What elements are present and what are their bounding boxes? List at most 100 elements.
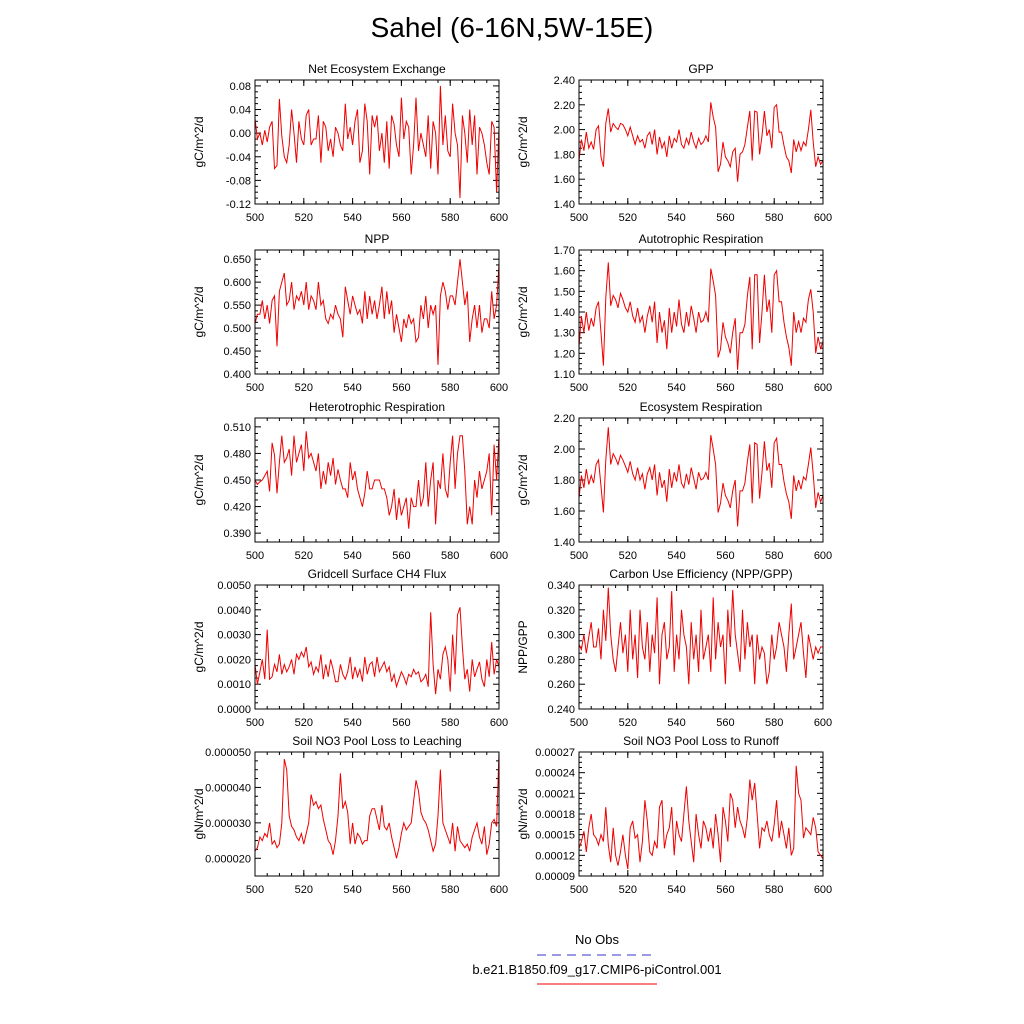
y-tick-label: 0.300 [547, 630, 575, 642]
y-tick-label: 0.240 [547, 704, 575, 716]
legend-label-model-run: b.e21.B1850.f09_g17.CMIP6-piControl.001 [472, 962, 722, 977]
y-tick-label: 1.10 [554, 369, 575, 381]
series-line [578, 587, 823, 685]
x-tick-label: 600 [490, 717, 508, 729]
y-axis-label: gC/m^2/d [192, 117, 206, 168]
x-tick-label: 540 [667, 717, 685, 729]
x-tick-label: 500 [246, 717, 264, 729]
y-tick-label: 0.0040 [217, 605, 251, 617]
panel-1: Net Ecosystem Exchange gC/m^2/d 500 520 540 5… [192, 62, 508, 224]
series-line [254, 607, 500, 695]
x-tick-label: 580 [441, 382, 459, 394]
x-tick-label: 560 [716, 884, 734, 896]
x-tick-label: 500 [246, 550, 264, 562]
x-tick-label: 500 [570, 382, 588, 394]
y-tick-label: 1.70 [554, 245, 575, 257]
y-tick-label: 2.20 [554, 100, 575, 112]
y-axis-label: gC/m^2/d [516, 455, 530, 506]
y-axis-label: gN/m^2/d [516, 789, 530, 840]
panel-title: Ecosystem Respiration [640, 400, 763, 414]
y-tick-label: 0.650 [223, 254, 251, 266]
x-tick-label: 520 [295, 550, 313, 562]
y-tick-label: 0.00018 [535, 809, 575, 821]
y-tick-label: 1.60 [554, 266, 575, 278]
legend-label-no-obs: No Obs [574, 932, 620, 947]
page-title: Sahel (6-16N,5W-15E) [370, 12, 654, 43]
y-tick-label: 0.480 [223, 448, 251, 460]
y-tick-label: 1.40 [554, 199, 575, 211]
x-tick-label: 500 [570, 212, 588, 224]
x-tick-label: 520 [295, 884, 313, 896]
x-tick-label: 600 [490, 212, 508, 224]
y-tick-label: 1.40 [554, 537, 575, 549]
panel-7: Gridcell Surface CH4 Flux gC/m^2/d 500 520 5… [192, 567, 508, 729]
panel-title: Autotrophic Respiration [639, 232, 764, 246]
x-tick-label: 520 [619, 550, 637, 562]
y-axis-label: NPP/GPP [516, 620, 530, 673]
y-axis-label: gC/m^2/d [192, 622, 206, 673]
y-tick-label: 0.390 [223, 528, 251, 540]
y-tick-label: -0.12 [226, 199, 251, 211]
x-tick-label: 520 [295, 212, 313, 224]
panel-4: Autotrophic Respiration gC/m^2/d 500 520 540… [516, 232, 832, 394]
x-tick-label: 560 [392, 717, 410, 729]
panel-9: Soil NO3 Pool Loss to Leaching gN/m^2/d 50… [192, 734, 508, 896]
panel-title: Gridcell Surface CH4 Flux [308, 567, 447, 581]
y-axis-label: gC/m^2/d [192, 455, 206, 506]
panel-title: Carbon Use Efficiency (NPP/GPP) [609, 567, 792, 581]
x-tick-label: 580 [765, 382, 783, 394]
x-tick-label: 580 [765, 884, 783, 896]
y-tick-label: 2.20 [554, 413, 575, 425]
x-tick-label: 580 [765, 550, 783, 562]
plot-frame [578, 584, 824, 710]
y-axis-label: gC/m^2/d [192, 287, 206, 338]
y-tick-label: 0.0000 [217, 704, 251, 716]
series-line [254, 431, 500, 529]
plot-frame [578, 751, 824, 877]
x-tick-label: 600 [490, 884, 508, 896]
y-tick-label: 0.450 [223, 475, 251, 487]
x-tick-label: 540 [667, 382, 685, 394]
x-tick-label: 560 [716, 382, 734, 394]
x-tick-label: 560 [716, 212, 734, 224]
x-tick-label: 540 [343, 382, 361, 394]
x-tick-label: 560 [392, 884, 410, 896]
y-tick-label: -0.08 [226, 175, 251, 187]
x-tick-label: 520 [295, 717, 313, 729]
y-tick-label: 1.60 [554, 506, 575, 518]
y-tick-label: 0.550 [223, 300, 251, 312]
x-tick-label: 500 [246, 382, 264, 394]
panel-5: Heterotrophic Respiration gC/m^2/d 500 520 5… [192, 400, 508, 562]
y-axis-label: gN/m^2/d [192, 789, 206, 840]
y-tick-label: 0.600 [223, 277, 251, 289]
y-tick-label: 0.400 [223, 369, 251, 381]
y-tick-label: 0.000040 [205, 782, 251, 794]
y-tick-label: 0.000020 [205, 853, 251, 865]
x-tick-label: 540 [343, 884, 361, 896]
panel-title: Soil NO3 Pool Loss to Leaching [292, 734, 461, 748]
y-tick-label: 2.40 [554, 75, 575, 87]
y-axis-label: gC/m^2/d [516, 287, 530, 338]
x-tick-label: 500 [246, 884, 264, 896]
y-tick-label: 0.280 [547, 654, 575, 666]
x-tick-label: 580 [441, 884, 459, 896]
x-tick-label: 580 [441, 717, 459, 729]
plot-frame [578, 79, 824, 205]
y-tick-label: 0.00015 [535, 830, 575, 842]
y-tick-label: 0.000050 [205, 747, 251, 759]
x-tick-label: 540 [667, 550, 685, 562]
panel-title: GPP [688, 62, 713, 76]
y-tick-label: 0.0030 [217, 630, 251, 642]
x-tick-label: 500 [570, 884, 588, 896]
x-tick-label: 580 [765, 212, 783, 224]
panel-3: NPP gC/m^2/d 500 520 540 560 580 600 0.400 0.450 0… [192, 232, 508, 394]
plot-frame [578, 249, 824, 375]
x-tick-label: 500 [570, 550, 588, 562]
x-tick-label: 500 [570, 717, 588, 729]
series-line [578, 765, 824, 870]
x-tick-label: 600 [814, 884, 832, 896]
y-tick-label: 1.20 [554, 348, 575, 360]
y-tick-label: 0.260 [547, 679, 575, 691]
y-tick-label: 2.00 [554, 444, 575, 456]
series-line [578, 262, 824, 370]
